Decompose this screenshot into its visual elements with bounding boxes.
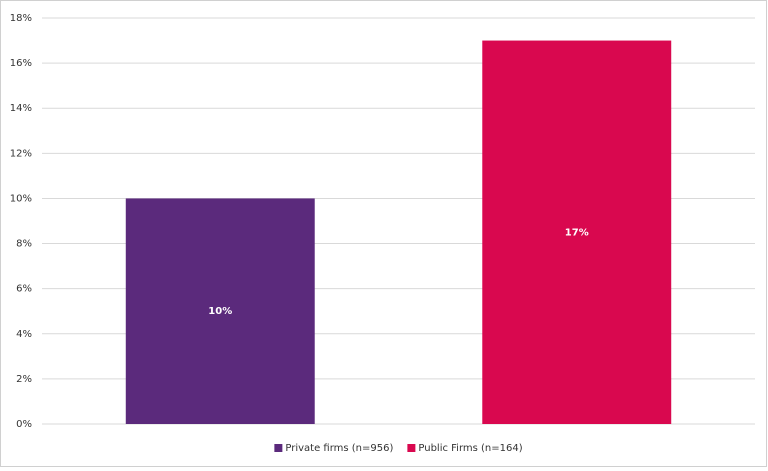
y-tick-label: 0% <box>16 419 32 430</box>
legend-label: Private firms (n=956) <box>285 443 393 454</box>
y-tick-label: 16% <box>10 58 32 69</box>
bar <box>125 198 315 424</box>
y-tick-label: 12% <box>10 148 32 159</box>
y-tick-label: 6% <box>16 284 32 295</box>
legend-swatch <box>274 444 283 452</box>
y-tick-label: 18% <box>10 13 32 24</box>
bar <box>482 40 672 425</box>
value-label: 10% <box>208 306 232 317</box>
y-tick-label: 4% <box>16 329 32 340</box>
value-label: 17% <box>565 227 589 238</box>
legend-swatch <box>407 444 416 452</box>
y-tick-label: 14% <box>10 103 32 114</box>
y-tick-label: 10% <box>10 193 32 204</box>
y-tick-label: 2% <box>16 374 32 385</box>
legend: Private firms (n=956) Public Firms (n=164… <box>274 443 523 454</box>
y-tick-label: 8% <box>16 239 32 250</box>
legend-label: Public Firms (n=164) <box>418 443 522 454</box>
